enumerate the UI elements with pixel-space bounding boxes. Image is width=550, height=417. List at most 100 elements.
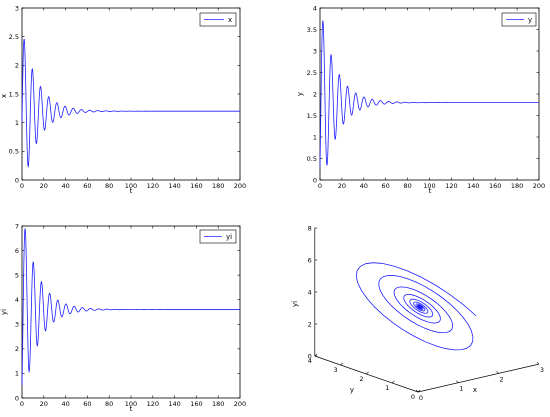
x-tick-label: 120 [445,182,457,190]
x-tick-label: 180 [511,182,523,190]
chart-y-vs-t: 0 0.5 1 1.5 2 2.5 3 3.5 4 0 20 40 60 80 100 120 140 160 1… [296,4,545,195]
y-tick-label: 3 [15,4,19,12]
y-tick-label: 1 [313,133,317,141]
plot-area [319,7,540,181]
y-tick-label-3d: 3 [334,366,338,374]
y-tick-mark-3d [314,353,318,357]
y-tick-labels: 0 0.5 1 1.5 2 2.5 3 3.5 4 [307,4,317,184]
y-tick-label: 0.5 [9,148,19,156]
x-tick-mark-3d [496,371,499,374]
y-tick-label: 0 [15,394,19,402]
y-tick-label: 7 [15,222,19,230]
x-tick-label: 140 [168,400,180,408]
x-axis-line [417,363,539,393]
x-tick-label: 40 [360,182,368,190]
y-axis-label-3d: y [350,386,354,394]
axes-3d-box [314,228,539,393]
x-tick-label-3d: 3 [540,366,544,374]
tick-marks [21,7,241,181]
x-tick-label: 80 [403,182,411,190]
x-tick-labels: 0 20 40 60 80 100 120 140 160 180 200 [318,182,545,190]
plot-area [21,7,241,181]
y-tick-label: 3 [15,321,19,329]
y-tick-label: 2 [15,345,19,353]
x-tick-label: 100 [423,182,435,190]
tick-marks [319,7,540,181]
y-tick-labels: 0 1 2 3 4 5 6 7 [15,222,19,402]
z-tick-label-3d: 2 [308,320,312,328]
x-tick-label: 180 [212,400,224,408]
x-axis-label: t [429,187,432,195]
x-tick-label-3d: 0 [419,394,423,402]
x-tick-label: 100 [125,400,137,408]
x-tick-labels: 0 20 40 60 80 100 120 140 160 180 200 [20,400,246,408]
y-tick-label: 5 [15,271,19,279]
x-tick-label: 160 [489,182,501,190]
y-tick-mark-3d [417,389,421,393]
y-tick-label: 1 [15,119,19,127]
y-tick-label: 1.5 [307,112,317,120]
x-tick-label: 40 [61,182,69,190]
y-tick-label: 3.5 [307,26,317,34]
x-tick-label: 0 [20,182,24,190]
y-tick-mark-3d [391,380,395,384]
x-tick-label: 200 [234,182,246,190]
x-tick-label: 180 [212,182,224,190]
legend-label-x: x [228,16,232,24]
y-tick-label: 1.5 [9,90,19,98]
x-tick-label: 160 [190,400,202,408]
x-axis-label-3d: x [473,386,477,394]
y-tick-label: 2 [313,90,317,98]
x-tick-mark-3d [536,361,540,365]
x-tick-labels: 0 20 40 60 80 100 120 140 160 180 200 [20,182,246,190]
plot-area [21,225,241,399]
x-tick-label: 0 [318,182,322,190]
y-tick-mark-3d [340,362,343,366]
z-axis-label: yi [291,301,299,307]
x-tick-label: 20 [338,182,346,190]
x-tick-label: 80 [105,400,113,408]
y-tick-label: 4 [313,4,317,12]
series-line-y [319,20,539,168]
y-tick-label: 2 [15,62,19,70]
x-tick-mark-3d [415,389,419,393]
series-line-3d-trajectory [355,262,477,351]
y-tick-label: 6 [15,247,19,255]
legend-label-y: y [528,16,532,24]
y-tick-label: 2.5 [307,69,317,77]
legend: y [501,12,537,27]
x-tick-label: 160 [190,182,202,190]
y-tick-label: 1 [15,370,19,378]
y-tick-label-3d: 0 [411,393,415,401]
x-axis-label: t [130,405,133,413]
y-tick-labels: 0 0.5 1 1.5 2 2.5 3 [9,4,19,184]
y-tick-label: 0 [15,176,19,184]
x-tick-label-3d: 1 [459,385,463,393]
y-tick-label-3d: 1 [385,384,389,392]
z-tick-label-3d: 8 [308,224,312,232]
legend: yi [199,229,237,244]
z-tick-label-3d: 0 [308,352,312,360]
y-axis-label: x [0,94,8,98]
x-tick-label: 200 [234,400,246,408]
y-tick-label: 4 [15,296,19,304]
series-line-yi [21,228,240,386]
z-tick-label-3d: 4 [308,288,312,296]
y-axis-label: yi [0,309,8,315]
x-tick-label: 120 [147,182,159,190]
y-tick-label: 0 [313,176,317,184]
y-axis-label: y [296,92,304,96]
y-tick-label: 0.5 [307,155,317,163]
x-tick-label: 60 [83,182,91,190]
y-tick-mark-3d [366,371,369,375]
x-tick-label: 60 [83,400,91,408]
x-tick-label: 20 [40,182,48,190]
chart-x-vs-t: 0 0.5 1 1.5 2 2.5 3 0 20 40 60 80 100 120 140 160 180 20… [0,4,246,195]
y-tick-label-3d: 4 [308,357,312,365]
x-tick-label: 120 [147,400,159,408]
legend: x [199,12,237,27]
z-tick-label-3d: 6 [308,256,312,264]
x-tick-label-3d: 2 [500,375,504,383]
